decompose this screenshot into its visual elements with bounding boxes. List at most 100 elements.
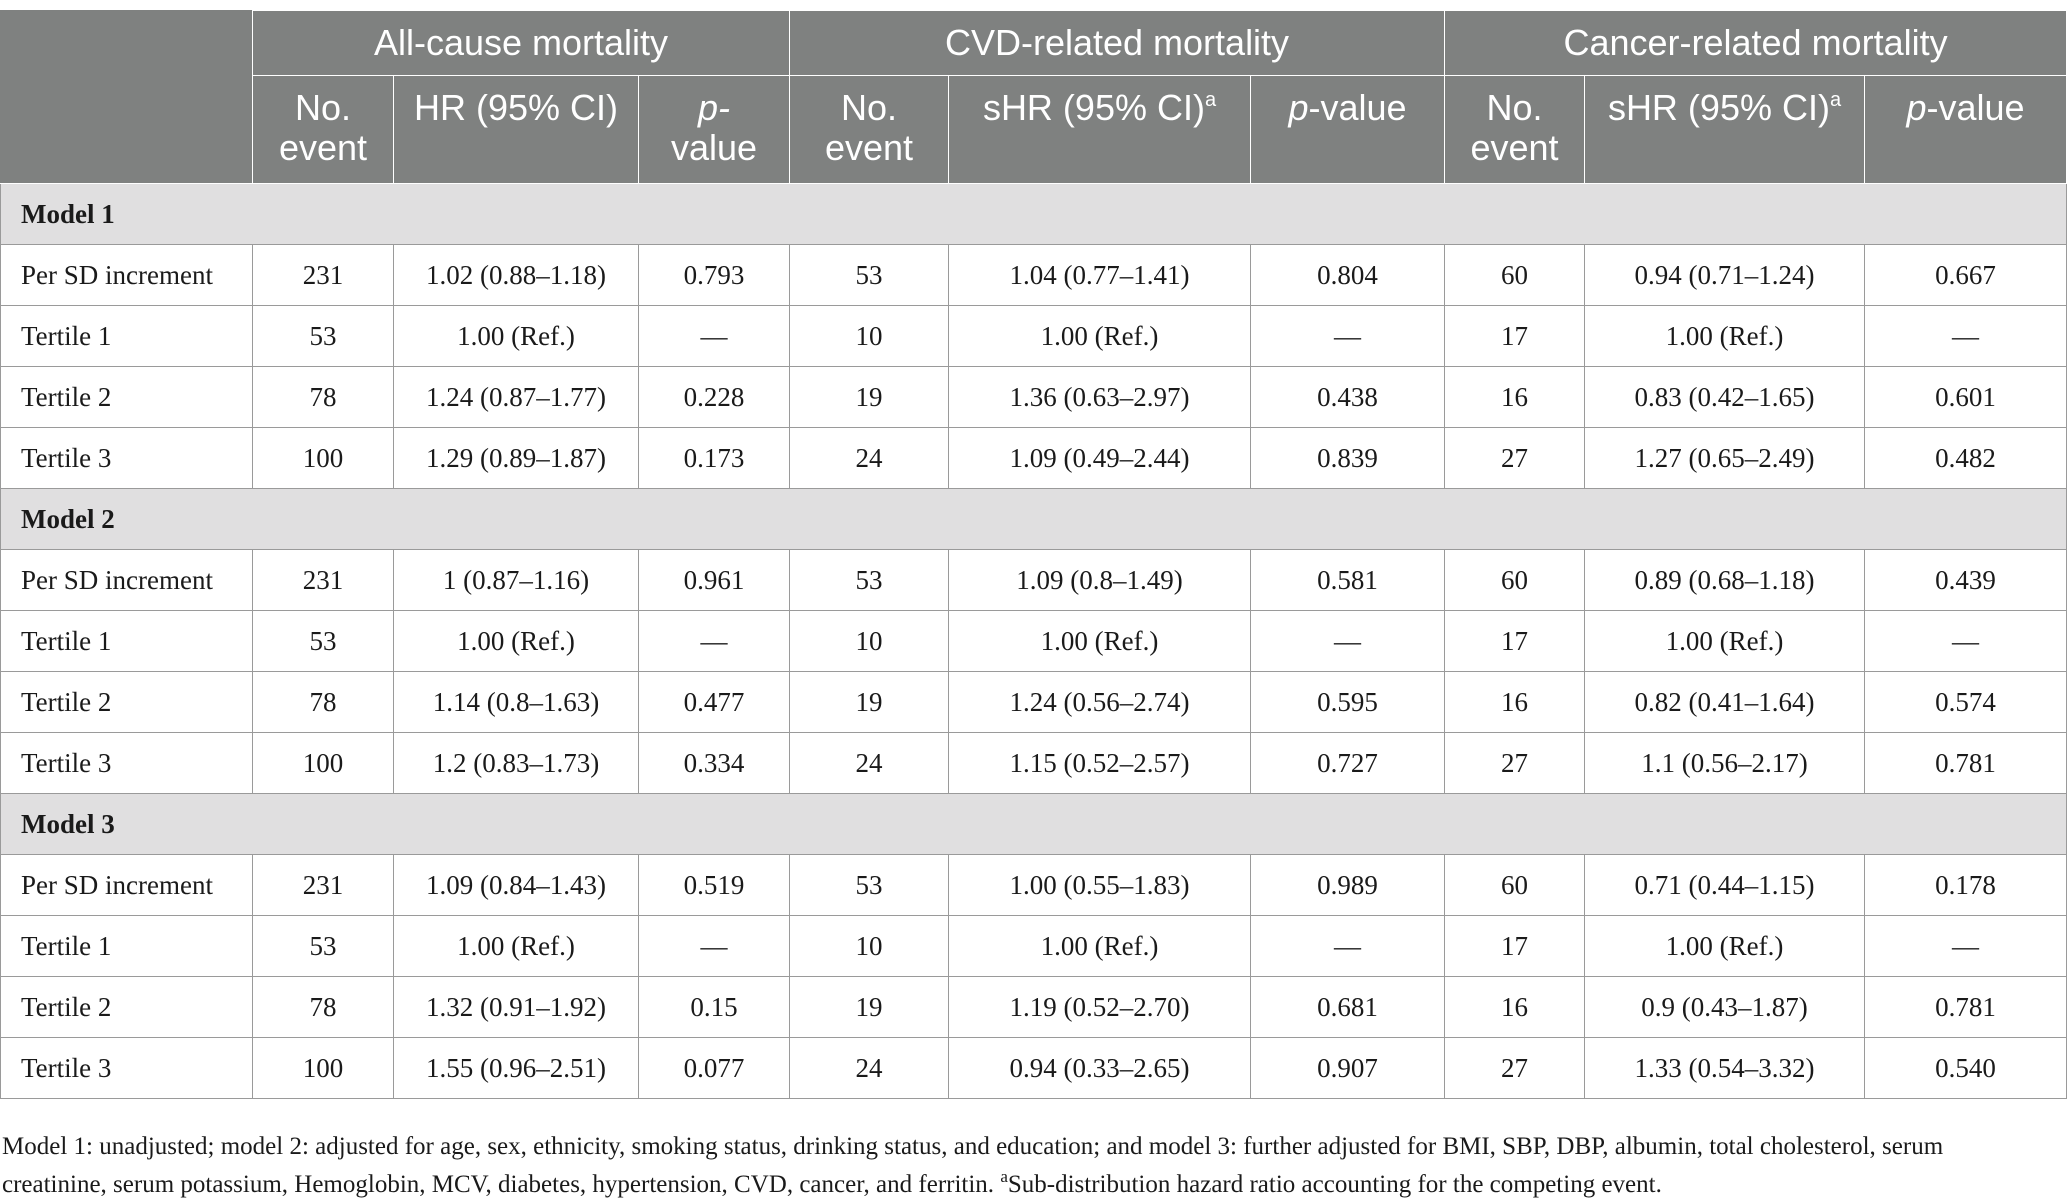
table-cell: 1.00 (0.55–1.83)	[948, 854, 1252, 916]
table-cell: 0.781	[1864, 732, 2068, 794]
table-row: Tertile 3 100 1.29 (0.89–1.87) 0.173 24 1.09 …	[0, 427, 2068, 489]
table-cell: 1.02 (0.88–1.18)	[393, 244, 639, 306]
table-cell: 0.482	[1864, 427, 2068, 489]
model-name: Model 3	[0, 793, 2068, 855]
table-cell: 1.00 (Ref.)	[948, 305, 1252, 367]
table-cell: 231	[252, 549, 394, 611]
table-cell: 0.681	[1250, 976, 1446, 1038]
table-cell: 1.09 (0.49–2.44)	[948, 427, 1252, 489]
table-cell: —	[637, 610, 791, 672]
row-label: Per SD increment	[0, 854, 253, 916]
table-cell: 1.33 (0.54–3.32)	[1584, 1037, 1866, 1099]
header-corner	[0, 10, 253, 184]
table-cell: 53	[252, 915, 394, 977]
table-cell: —	[1864, 915, 2068, 977]
table-cell: 0.601	[1864, 366, 2068, 428]
table-cell: 0.439	[1864, 549, 2068, 611]
header-hr: HR (95% CI)	[393, 75, 639, 184]
table-cell: 0.781	[1864, 976, 2068, 1038]
table-cell: 1.09 (0.84–1.43)	[393, 854, 639, 916]
table-cell: 100	[252, 427, 394, 489]
table-cell: 0.907	[1250, 1037, 1446, 1099]
table-cell: 53	[252, 305, 394, 367]
table-cell: —	[637, 305, 791, 367]
table-cell: 17	[1444, 915, 1586, 977]
table-cell: 0.077	[637, 1037, 791, 1099]
results-table-container: All-cause mortality CVD-related mortalit…	[0, 10, 2068, 1198]
table-cell: 0.793	[637, 244, 791, 306]
table-cell: 0.961	[637, 549, 791, 611]
table-cell: 0.540	[1864, 1037, 2068, 1099]
table-cell: 19	[789, 671, 950, 733]
model-name: Model 1	[0, 183, 2068, 245]
table-row: Per SD increment 231 1 (0.87–1.16) 0.961 53 1…	[0, 549, 2068, 611]
table-cell: 1.00 (Ref.)	[1584, 915, 1866, 977]
table-row: Tertile 2 78 1.32 (0.91–1.92) 0.15 19 1.19 (0…	[0, 976, 2068, 1038]
table-cell: 1.00 (Ref.)	[948, 915, 1252, 977]
table-cell: 0.804	[1250, 244, 1446, 306]
table-cell: 1.24 (0.87–1.77)	[393, 366, 639, 428]
table-row: Tertile 2 78 1.14 (0.8–1.63) 0.477 19 1.24 (0…	[0, 671, 2068, 733]
table-body: Model 1 Per SD increment 231 1.02 (0.88–1.1…	[0, 183, 2068, 1099]
table-cell: 0.71 (0.44–1.15)	[1584, 854, 1866, 916]
table-cell: 1.04 (0.77–1.41)	[948, 244, 1252, 306]
table-row: Per SD increment 231 1.09 (0.84–1.43) 0.519…	[0, 854, 2068, 916]
table-cell: 27	[1444, 1037, 1586, 1099]
row-label: Tertile 2	[0, 671, 253, 733]
header-row-columns: No. event HR (95% CI) p-value No. event sH…	[1, 75, 2068, 184]
table-cell: 1.00 (Ref.)	[393, 610, 639, 672]
table-cell: 16	[1444, 671, 1586, 733]
header-no-event: No. event	[252, 75, 394, 184]
table-cell: 78	[252, 976, 394, 1038]
table-cell: 0.519	[637, 854, 791, 916]
table-cell: 1.14 (0.8–1.63)	[393, 671, 639, 733]
table-cell: 78	[252, 671, 394, 733]
table-cell: 1 (0.87–1.16)	[393, 549, 639, 611]
table-cell: 0.477	[637, 671, 791, 733]
table-row: Per SD increment 231 1.02 (0.88–1.18) 0.793…	[0, 244, 2068, 306]
table-cell: 1.36 (0.63–2.97)	[948, 366, 1252, 428]
table-row: Tertile 3 100 1.55 (0.96–2.51) 0.077 24 0.94 …	[0, 1037, 2068, 1099]
header-cancer: Cancer-related mortality	[1444, 10, 2068, 76]
table-cell: 0.989	[1250, 854, 1446, 916]
table-cell: 0.94 (0.33–2.65)	[948, 1037, 1252, 1099]
table-cell: 1.00 (Ref.)	[393, 915, 639, 977]
table-cell: 1.00 (Ref.)	[948, 610, 1252, 672]
header-p-value: p-value	[1864, 75, 2068, 184]
model-name: Model 2	[0, 488, 2068, 550]
mortality-hazard-table: All-cause mortality CVD-related mortalit…	[0, 10, 2068, 1099]
table-cell: 0.438	[1250, 366, 1446, 428]
table-row: Tertile 1 53 1.00 (Ref.) —10 1.00 (Ref.) —17 1…	[0, 915, 2068, 977]
table-cell: 10	[789, 610, 950, 672]
model-header-row: Model 1	[0, 183, 2068, 245]
table-cell: 17	[1444, 610, 1586, 672]
table-cell: 19	[789, 366, 950, 428]
table-cell: 1.55 (0.96–2.51)	[393, 1037, 639, 1099]
table-cell: 1.00 (Ref.)	[393, 305, 639, 367]
model-header-row: Model 2	[0, 488, 2068, 550]
table-footnote: Model 1: unadjusted; model 2: adjusted f…	[2, 1133, 1944, 1198]
table-cell: 17	[1444, 305, 1586, 367]
header-all-cause: All-cause mortality	[251, 10, 791, 76]
table-cell: 24	[789, 1037, 950, 1099]
table-cell: 231	[252, 244, 394, 306]
header-no-event: No. event	[789, 75, 950, 184]
table-cell: 0.574	[1864, 671, 2068, 733]
table-cell: 1.1 (0.56–2.17)	[1584, 732, 1866, 794]
table-cell: 1.32 (0.91–1.92)	[393, 976, 639, 1038]
table-row: Tertile 1 53 1.00 (Ref.) —10 1.00 (Ref.) —17 1…	[0, 610, 2068, 672]
table-cell: —	[637, 915, 791, 977]
header-cvd: CVD-related mortality	[789, 10, 1446, 76]
table-cell: 0.15	[637, 976, 791, 1038]
table-cell: 53	[789, 244, 950, 306]
table-cell: 100	[252, 1037, 394, 1099]
table-cell: 78	[252, 366, 394, 428]
table-cell: 19	[789, 976, 950, 1038]
table-cell: 0.82 (0.41–1.64)	[1584, 671, 1866, 733]
table-cell: 0.228	[637, 366, 791, 428]
table-cell: 16	[1444, 976, 1586, 1038]
table-cell: —	[1250, 915, 1446, 977]
table-cell: 53	[789, 549, 950, 611]
table-cell: 1.2 (0.83–1.73)	[393, 732, 639, 794]
table-cell: 27	[1444, 732, 1586, 794]
